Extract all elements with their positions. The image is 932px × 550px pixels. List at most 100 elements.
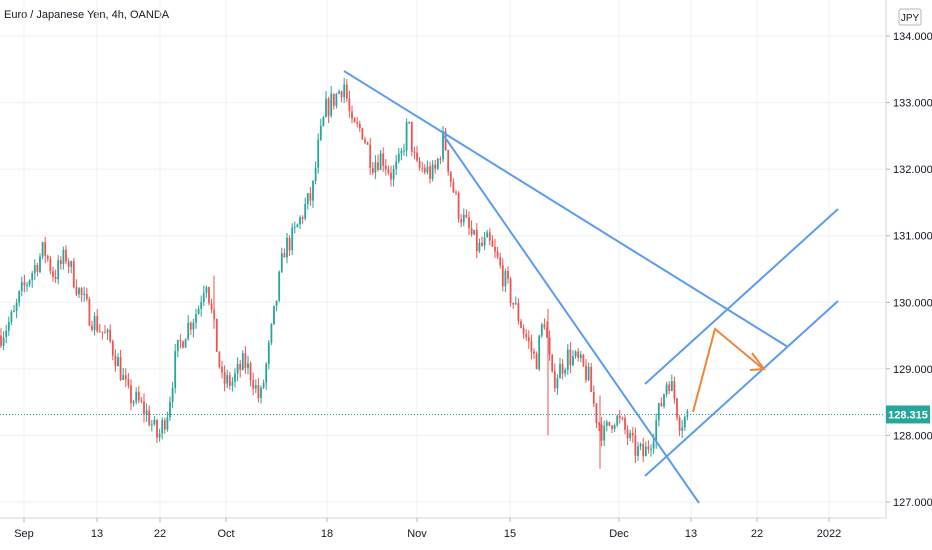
candle-body (140, 400, 143, 402)
candle-body (546, 327, 548, 338)
candle-body (39, 256, 41, 272)
candle-body (26, 284, 28, 286)
current-price-label: 128.315 (888, 409, 928, 421)
candle-body (98, 331, 101, 333)
candle-body (239, 363, 242, 370)
candles (0, 78, 689, 469)
candle-body (317, 139, 320, 168)
candle-body (252, 380, 255, 389)
candle-body (507, 270, 509, 279)
candle-body (468, 217, 470, 229)
candle-body (408, 121, 411, 123)
candle-body (475, 229, 478, 252)
candle-body (611, 425, 613, 430)
candle-body (527, 337, 530, 342)
trendline-upper[interactable] (343, 70, 789, 348)
x-tick-label: Sep (14, 528, 34, 540)
candle-body (470, 228, 473, 235)
candle-body (2, 337, 5, 346)
candle-body (309, 193, 312, 201)
candle-body (145, 410, 148, 415)
candle-body (210, 303, 213, 310)
x-tick-label: 13 (91, 528, 103, 540)
projection-arrow[interactable] (692, 327, 763, 413)
candle-body (353, 118, 356, 123)
currency-box[interactable] (898, 8, 922, 26)
candle-body (91, 325, 93, 330)
candle-body (387, 169, 390, 173)
candle-body (7, 322, 10, 331)
candle-body (566, 349, 569, 370)
currency-label: JPY (901, 13, 920, 24)
channel-lower-line[interactable] (644, 300, 839, 477)
candle-body (403, 150, 405, 152)
candle-body (62, 249, 65, 264)
candle-body (72, 261, 75, 288)
x-tick-label: 22 (751, 528, 763, 540)
candle-body (369, 144, 372, 169)
candle-body (325, 98, 327, 118)
candle-body (421, 167, 424, 169)
time-axis[interactable]: Sep 13 22 Oct 18 Nov 15 Dec 13 22 2022 (0, 517, 886, 540)
candle-body (88, 298, 91, 326)
candle-body (293, 227, 296, 229)
candle-body (621, 418, 624, 420)
candle-body (158, 433, 161, 438)
candle-body (660, 403, 663, 407)
x-tick-label: 22 (154, 528, 166, 540)
candle-body (137, 391, 140, 401)
candle-body (244, 353, 247, 369)
candle-body (585, 365, 587, 381)
y-tick-label: 127.000 (893, 497, 932, 509)
candle-body (592, 391, 595, 404)
candle-body (176, 340, 179, 352)
candle-body (327, 98, 330, 116)
candle-body (20, 282, 23, 292)
candle-body (36, 265, 39, 272)
candle-body (249, 363, 252, 381)
candle-body (639, 443, 642, 447)
y-tick-label: 131.000 (893, 231, 932, 243)
drawings[interactable] (343, 70, 839, 504)
candle-body (590, 366, 593, 392)
price-axis[interactable]: 134.000 133.000 132.000 131.000 130.000 129.0… (885, 0, 932, 518)
candle-body (569, 349, 572, 366)
x-tick-label: Nov (407, 528, 427, 540)
candle-body (44, 242, 47, 256)
candle-body (390, 172, 392, 180)
candle-body (228, 375, 231, 386)
candle-body (161, 420, 164, 434)
channel-upper-line[interactable] (644, 208, 839, 385)
candle-body (478, 242, 481, 252)
candle-body (371, 168, 374, 173)
candle-body (608, 421, 611, 426)
candle-body (54, 276, 57, 280)
candle-body (59, 260, 62, 264)
candle-body (631, 432, 634, 436)
candle-body (260, 387, 262, 399)
candle-body (221, 366, 223, 373)
candle-body (426, 166, 429, 173)
candle-body (382, 153, 385, 166)
candle-body (517, 303, 520, 322)
candle-body (314, 167, 317, 181)
candle-body (319, 125, 322, 140)
candle-body (41, 242, 44, 257)
trendline-steep[interactable] (443, 135, 700, 504)
candle-body (148, 410, 151, 426)
candle-body (673, 381, 676, 399)
candle-body (174, 351, 177, 389)
candle-body (642, 443, 645, 457)
candle-body (345, 84, 348, 99)
candle-body (644, 446, 647, 457)
candle-body (416, 152, 418, 161)
candle-body (481, 242, 483, 246)
candle-body (278, 271, 281, 301)
candle-body (299, 217, 301, 225)
candle-body (579, 354, 582, 358)
candle-body (366, 142, 369, 145)
candle-body (0, 335, 2, 346)
candle-body (234, 373, 236, 382)
